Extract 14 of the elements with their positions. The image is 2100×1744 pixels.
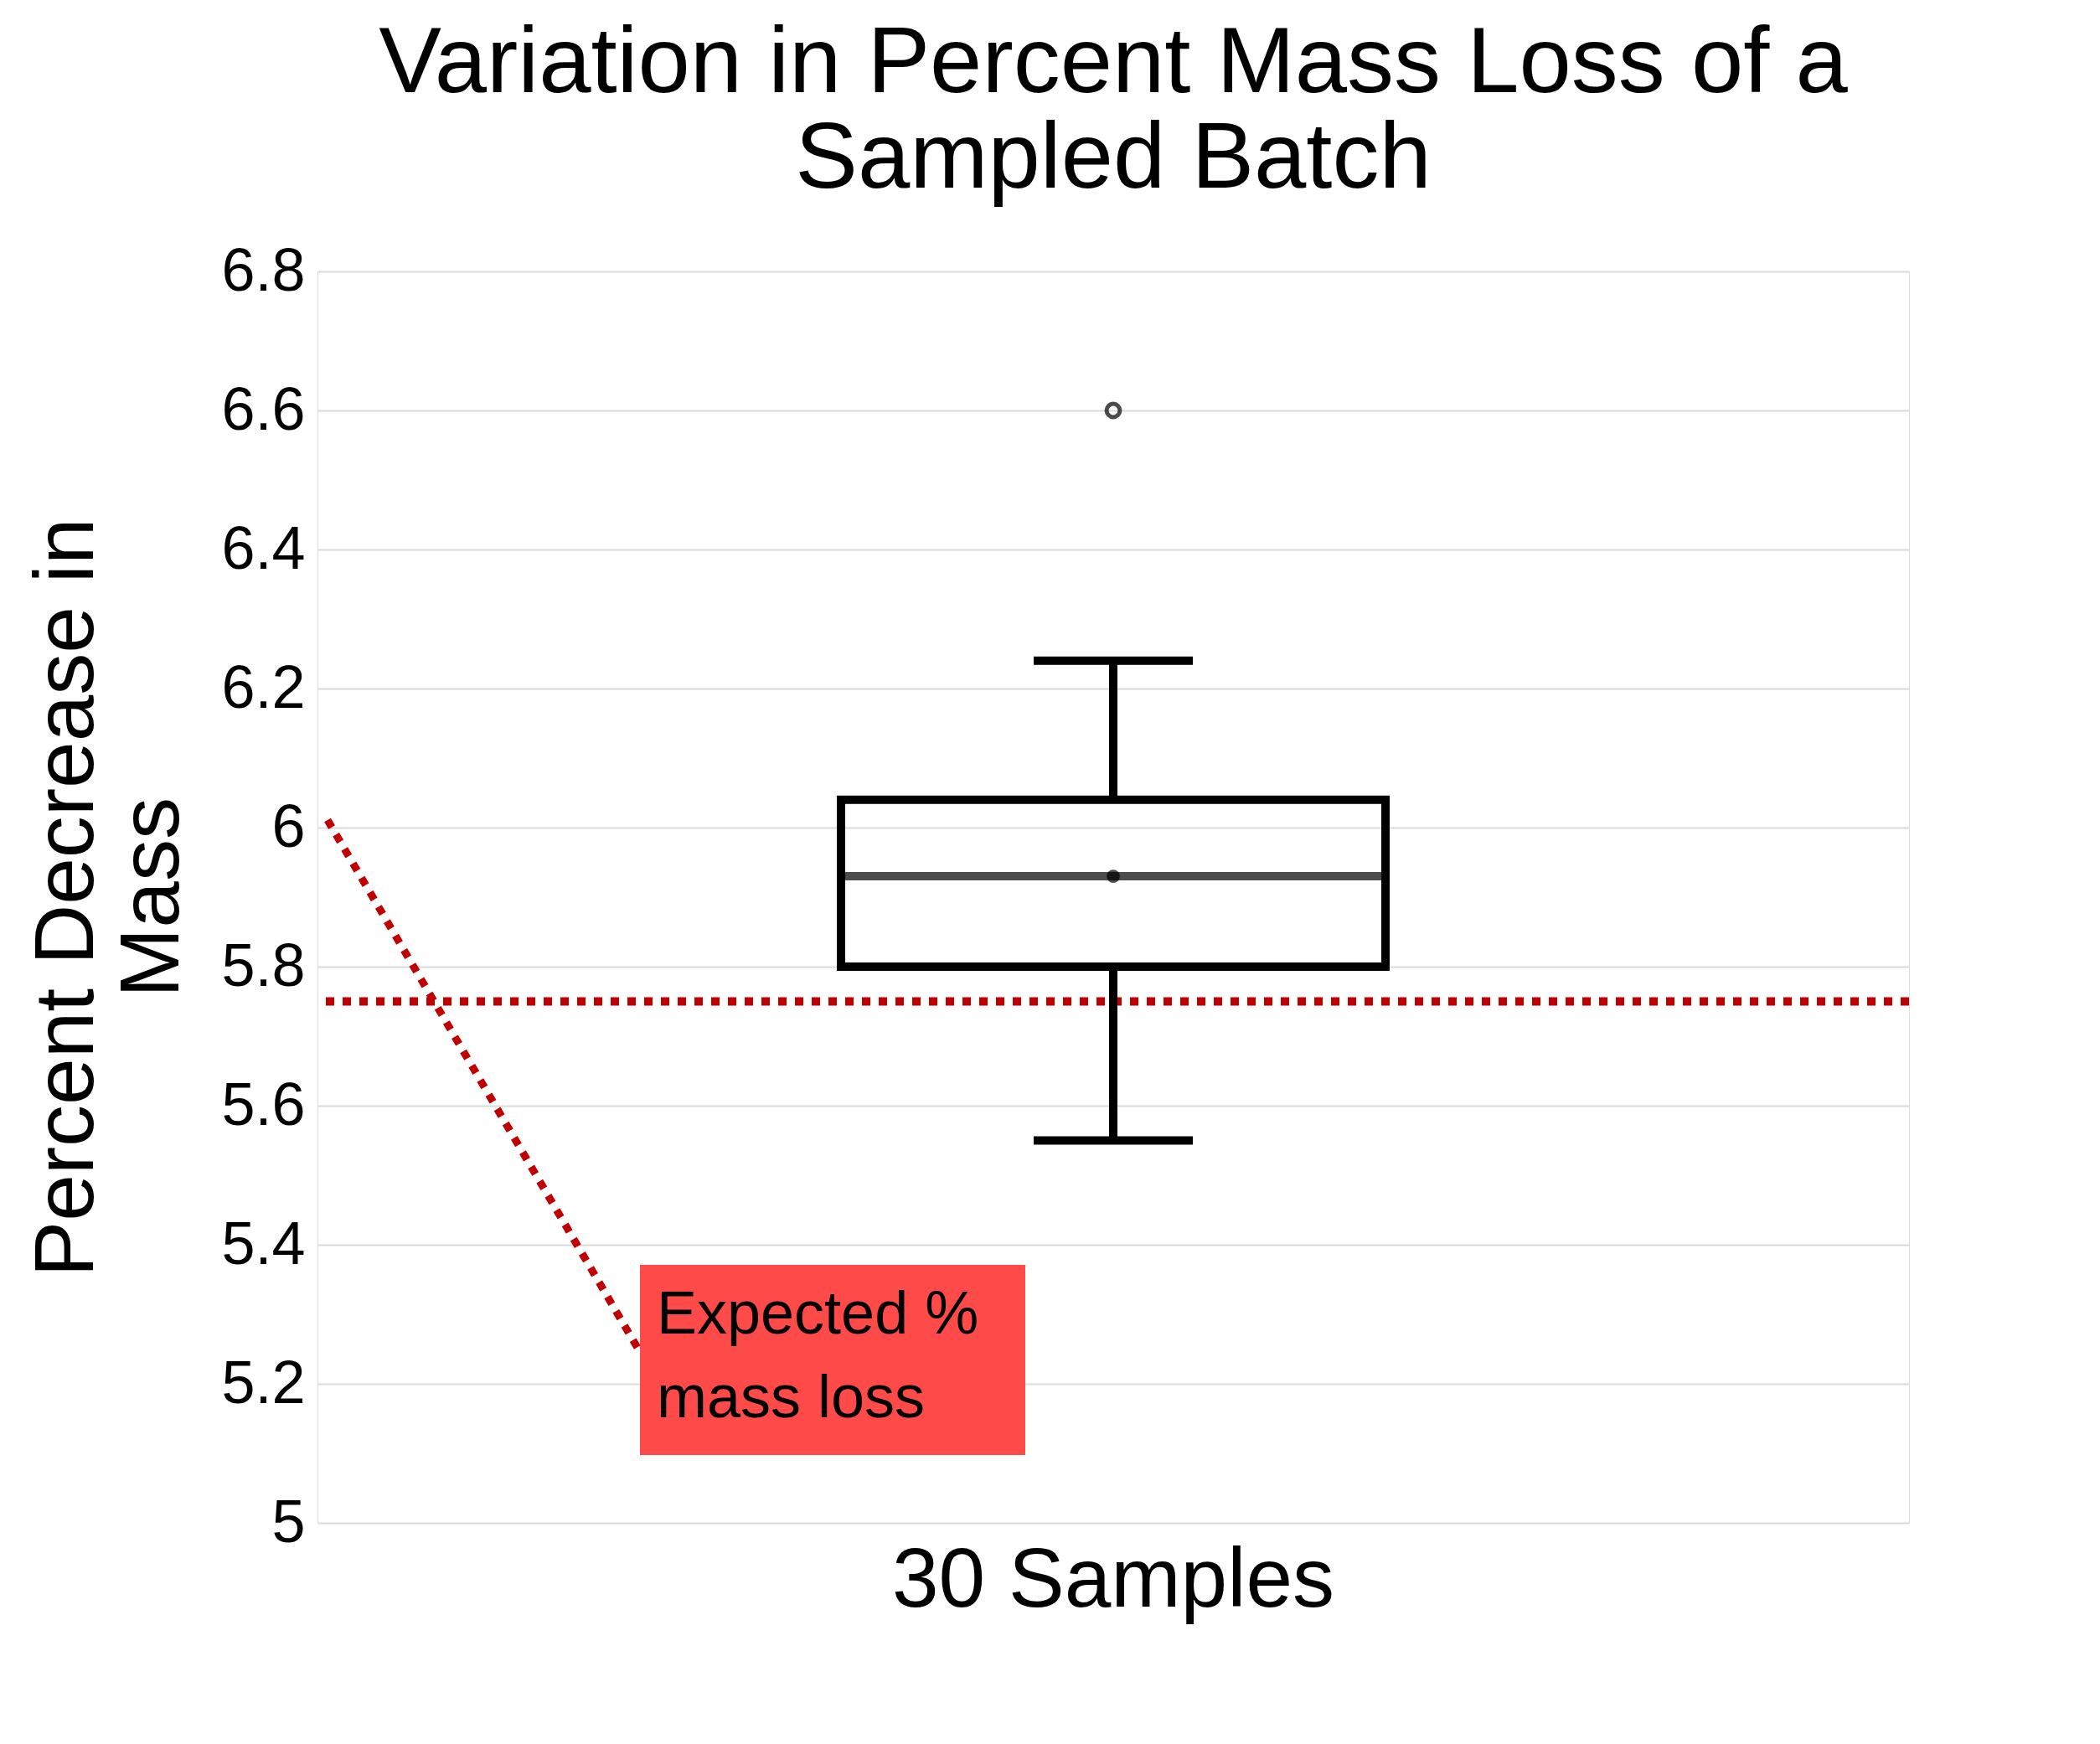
y-tick-label: 6.2 bbox=[221, 653, 306, 720]
y-tick-label: 6.8 bbox=[221, 235, 306, 303]
annotation: Expected % mass loss bbox=[657, 1279, 979, 1430]
y-tick-label: 5.4 bbox=[221, 1209, 306, 1277]
chart-title: Variation in Percent Mass Loss of a Sampled Batch bbox=[379, 8, 1849, 208]
y-axis-title: Percent Decrease in Mass bbox=[17, 518, 197, 1277]
y-tick-label: 6 bbox=[271, 792, 306, 859]
y-tick-label: 6.6 bbox=[221, 374, 306, 442]
y-tick-label: 6.4 bbox=[221, 513, 306, 581]
y-tick-label: 5.6 bbox=[221, 1070, 306, 1138]
y-tick-label: 5.8 bbox=[221, 931, 306, 998]
x-tick-label: 30 Samples bbox=[891, 1530, 1335, 1624]
y-tick-label: 5 bbox=[271, 1487, 306, 1555]
y-tick-label: 5.2 bbox=[221, 1348, 306, 1416]
